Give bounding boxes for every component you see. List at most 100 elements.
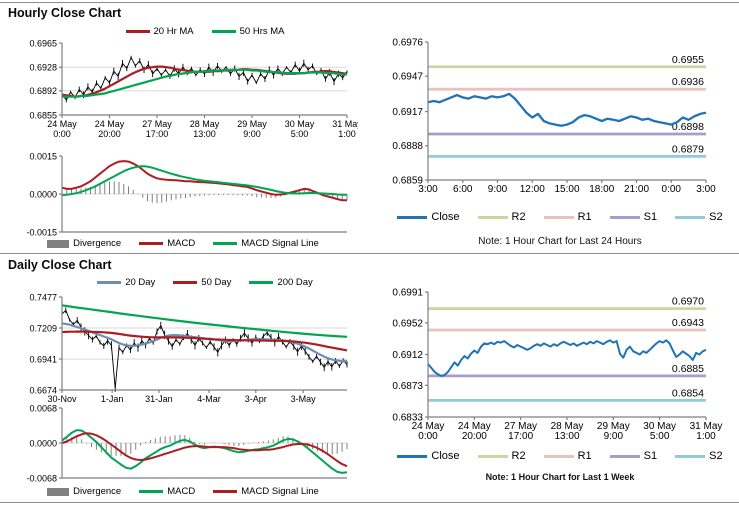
legend-item: R1 [543,211,592,223]
legend-item: 20 Day [97,277,155,288]
svg-text:13:00: 13:00 [554,431,579,442]
legend-item: MACD Signal Line [213,486,319,497]
daily-pivot-note: Note: 1 Hour Chart for Last 1 Week [485,472,635,482]
svg-text:9:00: 9:00 [243,129,261,139]
legend-label: MACD [167,486,196,497]
hourly-pivot-legend: Close R2 R1 S1 S2 [388,211,732,223]
legend-item: 200 Day [249,277,313,288]
top-divider [0,2,739,3]
legend-swatch [609,454,640,458]
legend-item: 50 Day [173,277,231,288]
legend-swatch [397,215,428,219]
legend-swatch [477,454,508,458]
svg-text:24 May: 24 May [458,421,491,432]
legend-label: S1 [643,450,658,462]
legend-item: R2 [477,450,526,462]
legend-item: Divergence [47,238,121,249]
svg-text:0:00: 0:00 [418,431,438,442]
legend-item: Divergence [47,486,121,497]
legend-label: MACD Signal Line [241,486,319,497]
svg-text:0.7209: 0.7209 [29,323,57,333]
svg-text:29 May: 29 May [237,119,267,129]
svg-text:3-May: 3-May [291,394,317,404]
legend-swatch [125,30,150,33]
daily-macd-chart: -0.0068 0.0000 0.0068 [26,404,348,483]
svg-text:24 May: 24 May [47,119,77,129]
svg-text:17:00: 17:00 [508,431,533,442]
svg-text:20:00: 20:00 [462,431,487,442]
daily-macd-legend: Divergence MACD MACD Signal Line [8,486,358,497]
hourly-pivot-chart: 0.6955 0.6936 0.6898 0.6879 0.6859 0.6888 0.69… [392,37,716,195]
svg-text:20:00: 20:00 [98,129,121,139]
legend-item: S1 [609,211,658,223]
legend-item: 20 Hr MA [125,26,194,37]
svg-text:0.6855: 0.6855 [29,110,57,120]
svg-text:17:00: 17:00 [146,129,169,139]
svg-text:3:00: 3:00 [696,184,716,195]
legend-swatch [213,490,238,493]
daily-price-legend: 20 Day 50 Day 200 Day [60,277,350,288]
legend-label: Close [431,450,460,462]
legend-item: R2 [477,211,526,223]
legend-label: Divergence [73,238,122,249]
daily-price-chart: 0.6674 0.6941 0.7209 0.7477 30-Nov 1-Jan 31-Ja… [29,292,348,404]
svg-text:0.6955: 0.6955 [672,54,704,66]
legend-label: S1 [643,211,658,223]
bottom-divider [0,502,739,503]
svg-text:0.6947: 0.6947 [392,72,423,83]
svg-text:24 May: 24 May [412,421,445,432]
legend-label: R1 [577,211,592,223]
svg-text:4-Mar: 4-Mar [197,394,221,404]
legend-item: S2 [675,211,723,223]
svg-text:0.6885: 0.6885 [672,363,704,375]
svg-text:27 May: 27 May [142,119,172,129]
svg-text:18:00: 18:00 [589,184,614,195]
svg-text:1-Jan: 1-Jan [101,394,124,404]
svg-text:0.6936: 0.6936 [672,76,704,88]
svg-text:28 May: 28 May [190,119,220,129]
legend-label: MACD Signal Line [241,238,319,249]
svg-text:0.0068: 0.0068 [29,404,57,413]
legend-swatch [97,281,122,284]
legend-label: MACD [167,238,196,249]
legend-swatch [675,215,706,219]
svg-text:-0.0015: -0.0015 [26,227,57,237]
svg-text:15:00: 15:00 [554,184,579,195]
svg-text:5:00: 5:00 [291,129,309,139]
daily-pivot-legend: Close R2 R1 S1 S2 [388,450,732,462]
svg-text:0.6879: 0.6879 [672,143,704,155]
svg-text:1:00: 1:00 [696,431,716,442]
svg-text:0.6888: 0.6888 [392,141,423,152]
legend-label: S2 [709,211,723,223]
legend-item: R1 [543,450,592,462]
svg-text:0.6943: 0.6943 [672,317,704,329]
legend-item: MACD [139,238,195,249]
svg-text:5:00: 5:00 [650,431,670,442]
svg-text:0.0015: 0.0015 [29,151,57,161]
legend-swatch [47,487,70,496]
legend-swatch [139,242,164,245]
legend-swatch [543,454,574,458]
svg-text:0.6941: 0.6941 [29,354,57,364]
svg-text:0.6892: 0.6892 [29,86,57,96]
svg-text:0.6674: 0.6674 [29,385,57,395]
hourly-pivot-note: Note: 1 Hour Chart for Last 24 Hours [478,236,642,247]
svg-text:31 May: 31 May [690,421,723,432]
svg-text:1:00: 1:00 [338,129,356,139]
svg-text:31-Jan: 31-Jan [145,394,173,404]
hourly-macd-chart: -0.0015 0.0000 0.0015 [26,151,348,237]
svg-text:0.6991: 0.6991 [392,287,423,298]
svg-text:31 May: 31 May [332,119,358,129]
svg-text:3-Apr: 3-Apr [245,394,267,404]
legend-item: MACD [139,486,195,497]
legend-swatch [543,215,574,219]
legend-label: R1 [577,450,592,462]
svg-text:0.6976: 0.6976 [392,37,423,48]
legend-swatch [211,30,236,33]
hourly-macd-legend: Divergence MACD MACD Signal Line [8,238,358,249]
daily-pivot-chart: 0.6970 0.6943 0.6885 0.6854 0.6833 0.6873 0.69… [392,287,723,442]
svg-text:24 May: 24 May [95,119,125,129]
legend-swatch [47,239,70,248]
legend-label: S2 [709,450,723,462]
